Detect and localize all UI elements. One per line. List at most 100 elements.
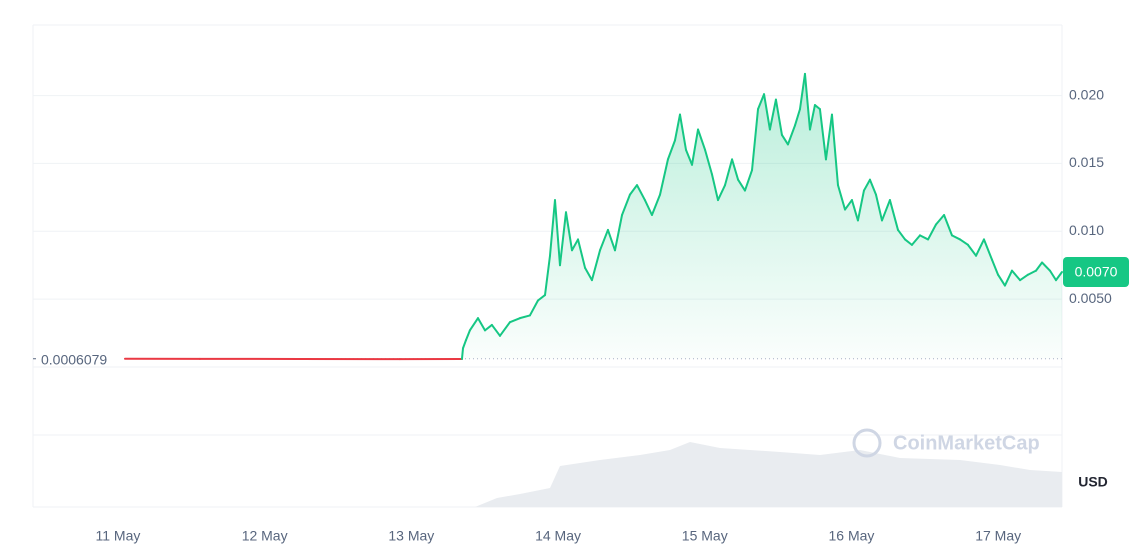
price-segment <box>691 128 700 166</box>
price-badge <box>1063 257 1129 287</box>
price-segment <box>678 113 687 151</box>
volume-area <box>475 442 1062 507</box>
currency-label: USD <box>1078 474 1108 490</box>
x-tick-label: 15 May <box>682 528 728 544</box>
price-segment <box>1035 261 1044 272</box>
price-segment <box>684 148 694 166</box>
price-segment <box>997 273 1006 287</box>
price-segment <box>751 108 760 172</box>
price-segment <box>910 234 921 246</box>
price-segment <box>584 266 593 282</box>
price-segment <box>650 193 662 216</box>
price-segment <box>508 317 521 324</box>
price-segment <box>966 243 978 257</box>
x-tick-label: 12 May <box>242 528 288 544</box>
price-segment <box>590 249 602 282</box>
price-segment <box>959 238 969 246</box>
price-segment <box>716 184 727 202</box>
price-segment <box>943 214 953 237</box>
price-segment <box>599 228 609 252</box>
price-segment <box>850 199 859 222</box>
price-segment <box>731 158 740 181</box>
price-segment <box>813 104 821 111</box>
price-segment <box>1041 261 1051 272</box>
x-tick-label: 11 May <box>96 528 141 544</box>
x-tick-label: 17 May <box>975 528 1021 544</box>
x-tick-label: 14 May <box>535 528 581 544</box>
price-segment <box>536 294 547 302</box>
price-segment <box>786 124 796 146</box>
price-segment <box>818 108 827 161</box>
price-segment <box>1048 269 1057 282</box>
price-segment <box>558 211 567 267</box>
price-segment <box>780 133 789 146</box>
price-segment <box>468 317 479 332</box>
price-segment <box>704 148 713 176</box>
price-segment <box>490 323 501 337</box>
price-segment <box>798 72 806 111</box>
price-segment <box>484 323 493 332</box>
price-segment <box>975 238 985 257</box>
y-tick-label: 0.0050 <box>1069 290 1112 306</box>
price-segment <box>830 113 839 187</box>
price-segment <box>763 93 771 131</box>
price-segment <box>856 189 865 222</box>
price-segment <box>724 158 734 187</box>
price-segment <box>518 314 531 320</box>
price-segment <box>774 98 783 136</box>
price-segment <box>803 72 811 131</box>
price-segment <box>904 238 913 246</box>
price-segment <box>874 193 883 222</box>
price-segment <box>836 184 847 211</box>
price-segment <box>982 238 994 261</box>
price-segment <box>553 199 561 267</box>
price-segment <box>918 234 930 241</box>
y-tick-label: 0.015 <box>1069 154 1104 170</box>
price-segment <box>808 104 816 131</box>
price-segment <box>606 228 616 252</box>
x-tick-label: 13 May <box>388 528 434 544</box>
y-tick-label: 0.020 <box>1069 86 1104 102</box>
price-segment <box>476 317 487 332</box>
price-segment <box>743 169 754 192</box>
reference-label: 0.0006079 <box>41 351 107 367</box>
price-badge-label: 0.0070 <box>1075 264 1118 280</box>
price-segment <box>927 223 937 241</box>
price-segment <box>888 199 899 231</box>
price-segment <box>1054 271 1063 282</box>
price-segment <box>934 214 946 226</box>
price-area <box>462 73 1062 359</box>
price-segment <box>1010 269 1022 282</box>
price-segment <box>868 178 877 196</box>
price-segment <box>659 158 669 196</box>
price-segment <box>571 238 580 252</box>
price-segment <box>757 93 766 111</box>
price-segment <box>950 234 962 241</box>
price-segment <box>824 113 833 161</box>
price-segment <box>461 339 467 350</box>
price-segment <box>460 347 464 360</box>
price-segment <box>498 321 511 337</box>
price-segment <box>613 214 624 252</box>
price-segment <box>528 299 539 317</box>
price-segment <box>697 128 707 151</box>
watermark: CoinMarketCap <box>852 428 1040 458</box>
price-segment <box>862 178 871 192</box>
price-segment <box>896 228 907 241</box>
price-segment <box>1019 273 1029 282</box>
price-segment <box>628 184 638 196</box>
price-segment <box>710 173 719 202</box>
price-segment <box>768 98 777 131</box>
price-segment <box>737 178 746 192</box>
price-segment <box>548 199 556 257</box>
price-segment <box>666 139 676 161</box>
price-segment <box>577 238 587 269</box>
price-segment <box>1003 269 1013 287</box>
price-segment <box>464 329 471 342</box>
price-segment <box>793 108 801 127</box>
x-tick-label: 16 May <box>829 528 875 544</box>
price-segment <box>1026 269 1038 276</box>
price-segment <box>621 193 631 216</box>
price-segment <box>844 199 853 211</box>
